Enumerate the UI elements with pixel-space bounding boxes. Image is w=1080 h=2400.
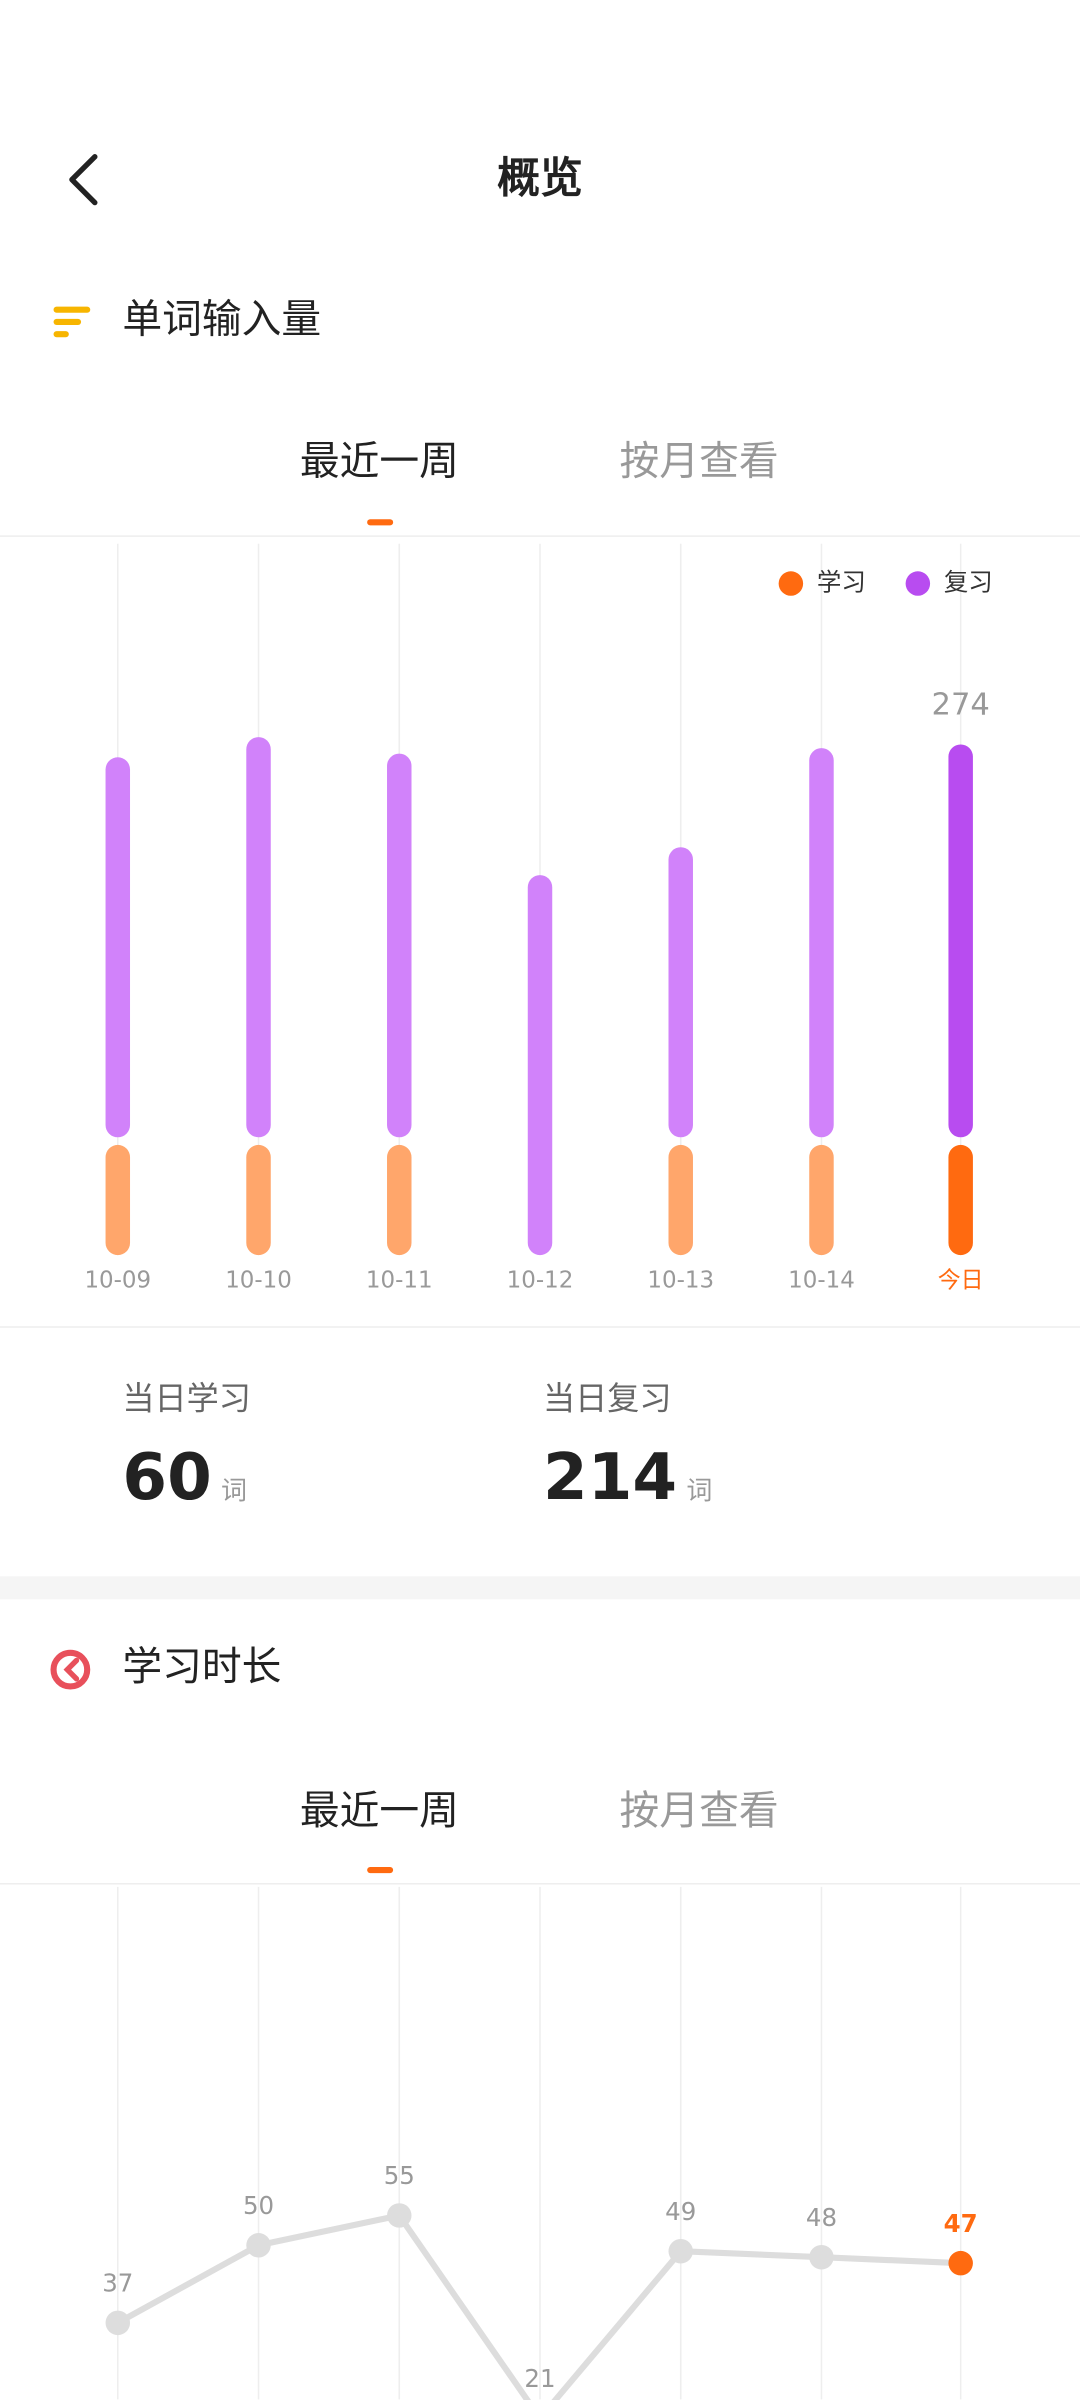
value-label: 49	[665, 2197, 696, 2226]
bar-segment	[105, 757, 131, 1138]
stat-unit: 词	[686, 1477, 712, 1507]
value-label: 37	[102, 2269, 133, 2298]
value-label: 48	[806, 2203, 837, 2232]
point	[948, 2250, 973, 2276]
x-tick-label: 10-11	[366, 1268, 433, 1294]
point	[668, 2239, 693, 2264]
bar-segment	[387, 753, 412, 1138]
x-tick-label: 10-10	[225, 1268, 292, 1294]
point	[246, 2233, 271, 2258]
legend-label: 学习	[817, 568, 866, 597]
section-title: 学习时长	[122, 1644, 281, 1690]
point	[387, 2203, 412, 2228]
section-gap	[0, 1576, 1080, 1600]
total-label: 274	[931, 688, 989, 723]
stat-unit: 词	[221, 1477, 247, 1507]
x-tick-label: 10-09	[84, 1268, 151, 1294]
bar-segment	[387, 1144, 412, 1256]
bar-segment	[527, 875, 553, 1256]
x-tick-label: 10-14	[788, 1268, 855, 1294]
legend-dot	[905, 571, 931, 596]
legend-label: 复习	[944, 568, 993, 597]
value-label: 21	[524, 2364, 555, 2393]
back-button[interactable]	[69, 154, 98, 206]
stat-value: 60	[122, 1440, 211, 1515]
point	[809, 2244, 834, 2270]
bar-segment	[246, 1144, 271, 1256]
bar-segment	[246, 737, 271, 1138]
value-label: 55	[384, 2161, 415, 2190]
time-icon	[50, 1649, 91, 1690]
value-label: 47	[944, 2209, 978, 2238]
stat-label: 当日复习	[543, 1379, 671, 1417]
bar-segment	[668, 847, 693, 1138]
tab-active[interactable]: 最近一周	[300, 1788, 459, 1834]
tab-indicator	[367, 1866, 394, 1874]
x-tick-label: 今日	[938, 1268, 984, 1294]
tab[interactable]: 按月查看	[620, 439, 779, 485]
value-label: 50	[243, 2191, 274, 2220]
x-tick-label: 10-12	[507, 1268, 574, 1294]
word-icon	[53, 306, 91, 338]
bar-segment	[105, 1144, 131, 1256]
bar-segment	[948, 744, 973, 1138]
legend-dot	[778, 571, 804, 596]
tab[interactable]: 按月查看	[620, 1788, 779, 1834]
stat-label: 当日学习	[122, 1379, 250, 1417]
bar-segment	[809, 1144, 834, 1256]
bar-segment	[668, 1144, 693, 1256]
stat-value: 214	[543, 1440, 677, 1515]
tab-active[interactable]: 最近一周	[300, 439, 459, 485]
section-title: 单词输入量	[122, 296, 321, 342]
tab-indicator	[367, 519, 394, 526]
point	[105, 2310, 131, 2336]
bar-segment	[948, 1144, 973, 1256]
bar-segment	[809, 748, 834, 1138]
page-title: 概览	[497, 154, 583, 204]
x-tick-label: 10-13	[647, 1268, 714, 1294]
